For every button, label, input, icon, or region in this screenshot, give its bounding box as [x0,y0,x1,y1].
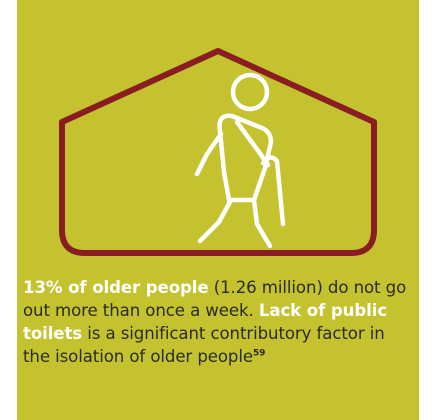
caption-segment-2: is a significant contributory factor in … [23,324,385,366]
house-outline-icon [59,48,377,256]
highlight-stat: 13% of older people [23,278,209,297]
footnote-reference: 59 [252,348,266,359]
caption-text: 13% of older people (1.26 million) do no… [23,276,415,368]
caption-segment-1: (1.26 million) do not go out more than o… [23,278,407,320]
highlight-factor: Lack of public toilets [23,301,388,343]
elderly-person-with-cane-icon [194,72,286,249]
infographic-panel: 13% of older people (1.26 million) do no… [17,0,419,420]
